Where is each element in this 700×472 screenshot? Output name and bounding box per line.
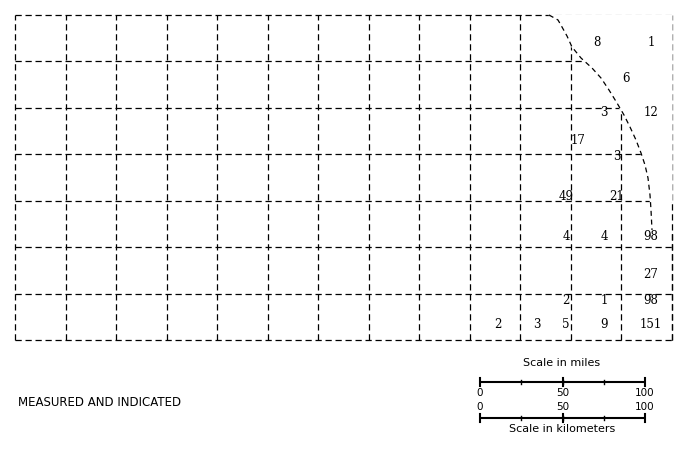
Text: 98: 98 (643, 230, 659, 244)
Text: 98: 98 (643, 294, 659, 306)
Text: 100: 100 (635, 402, 654, 412)
Text: 12: 12 (643, 106, 659, 118)
Text: 17: 17 (570, 134, 585, 146)
Text: 151: 151 (640, 319, 662, 331)
Text: 5: 5 (562, 319, 570, 331)
Text: 49: 49 (559, 189, 573, 202)
Text: 0: 0 (477, 402, 483, 412)
Text: 9: 9 (601, 319, 608, 331)
Text: 4: 4 (601, 230, 608, 244)
Text: Scale in kilometers: Scale in kilometers (509, 424, 615, 434)
Text: 6: 6 (622, 71, 630, 84)
Text: 100: 100 (635, 388, 654, 398)
Text: 8: 8 (594, 36, 601, 50)
Text: 0: 0 (477, 388, 483, 398)
Text: 50: 50 (556, 402, 569, 412)
Text: 3: 3 (533, 319, 540, 331)
Text: 1: 1 (648, 36, 654, 50)
Text: Scale in miles: Scale in miles (524, 358, 601, 368)
Text: 2: 2 (494, 319, 502, 331)
Text: 4: 4 (562, 230, 570, 244)
Text: 27: 27 (643, 269, 659, 281)
Text: 50: 50 (556, 388, 569, 398)
Text: 3: 3 (613, 151, 621, 163)
Text: MEASURED AND INDICATED: MEASURED AND INDICATED (18, 396, 181, 408)
Text: 2: 2 (562, 294, 570, 306)
Text: 21: 21 (610, 189, 624, 202)
Polygon shape (549, 15, 672, 230)
Text: 1: 1 (601, 294, 608, 306)
Text: 3: 3 (601, 106, 608, 118)
